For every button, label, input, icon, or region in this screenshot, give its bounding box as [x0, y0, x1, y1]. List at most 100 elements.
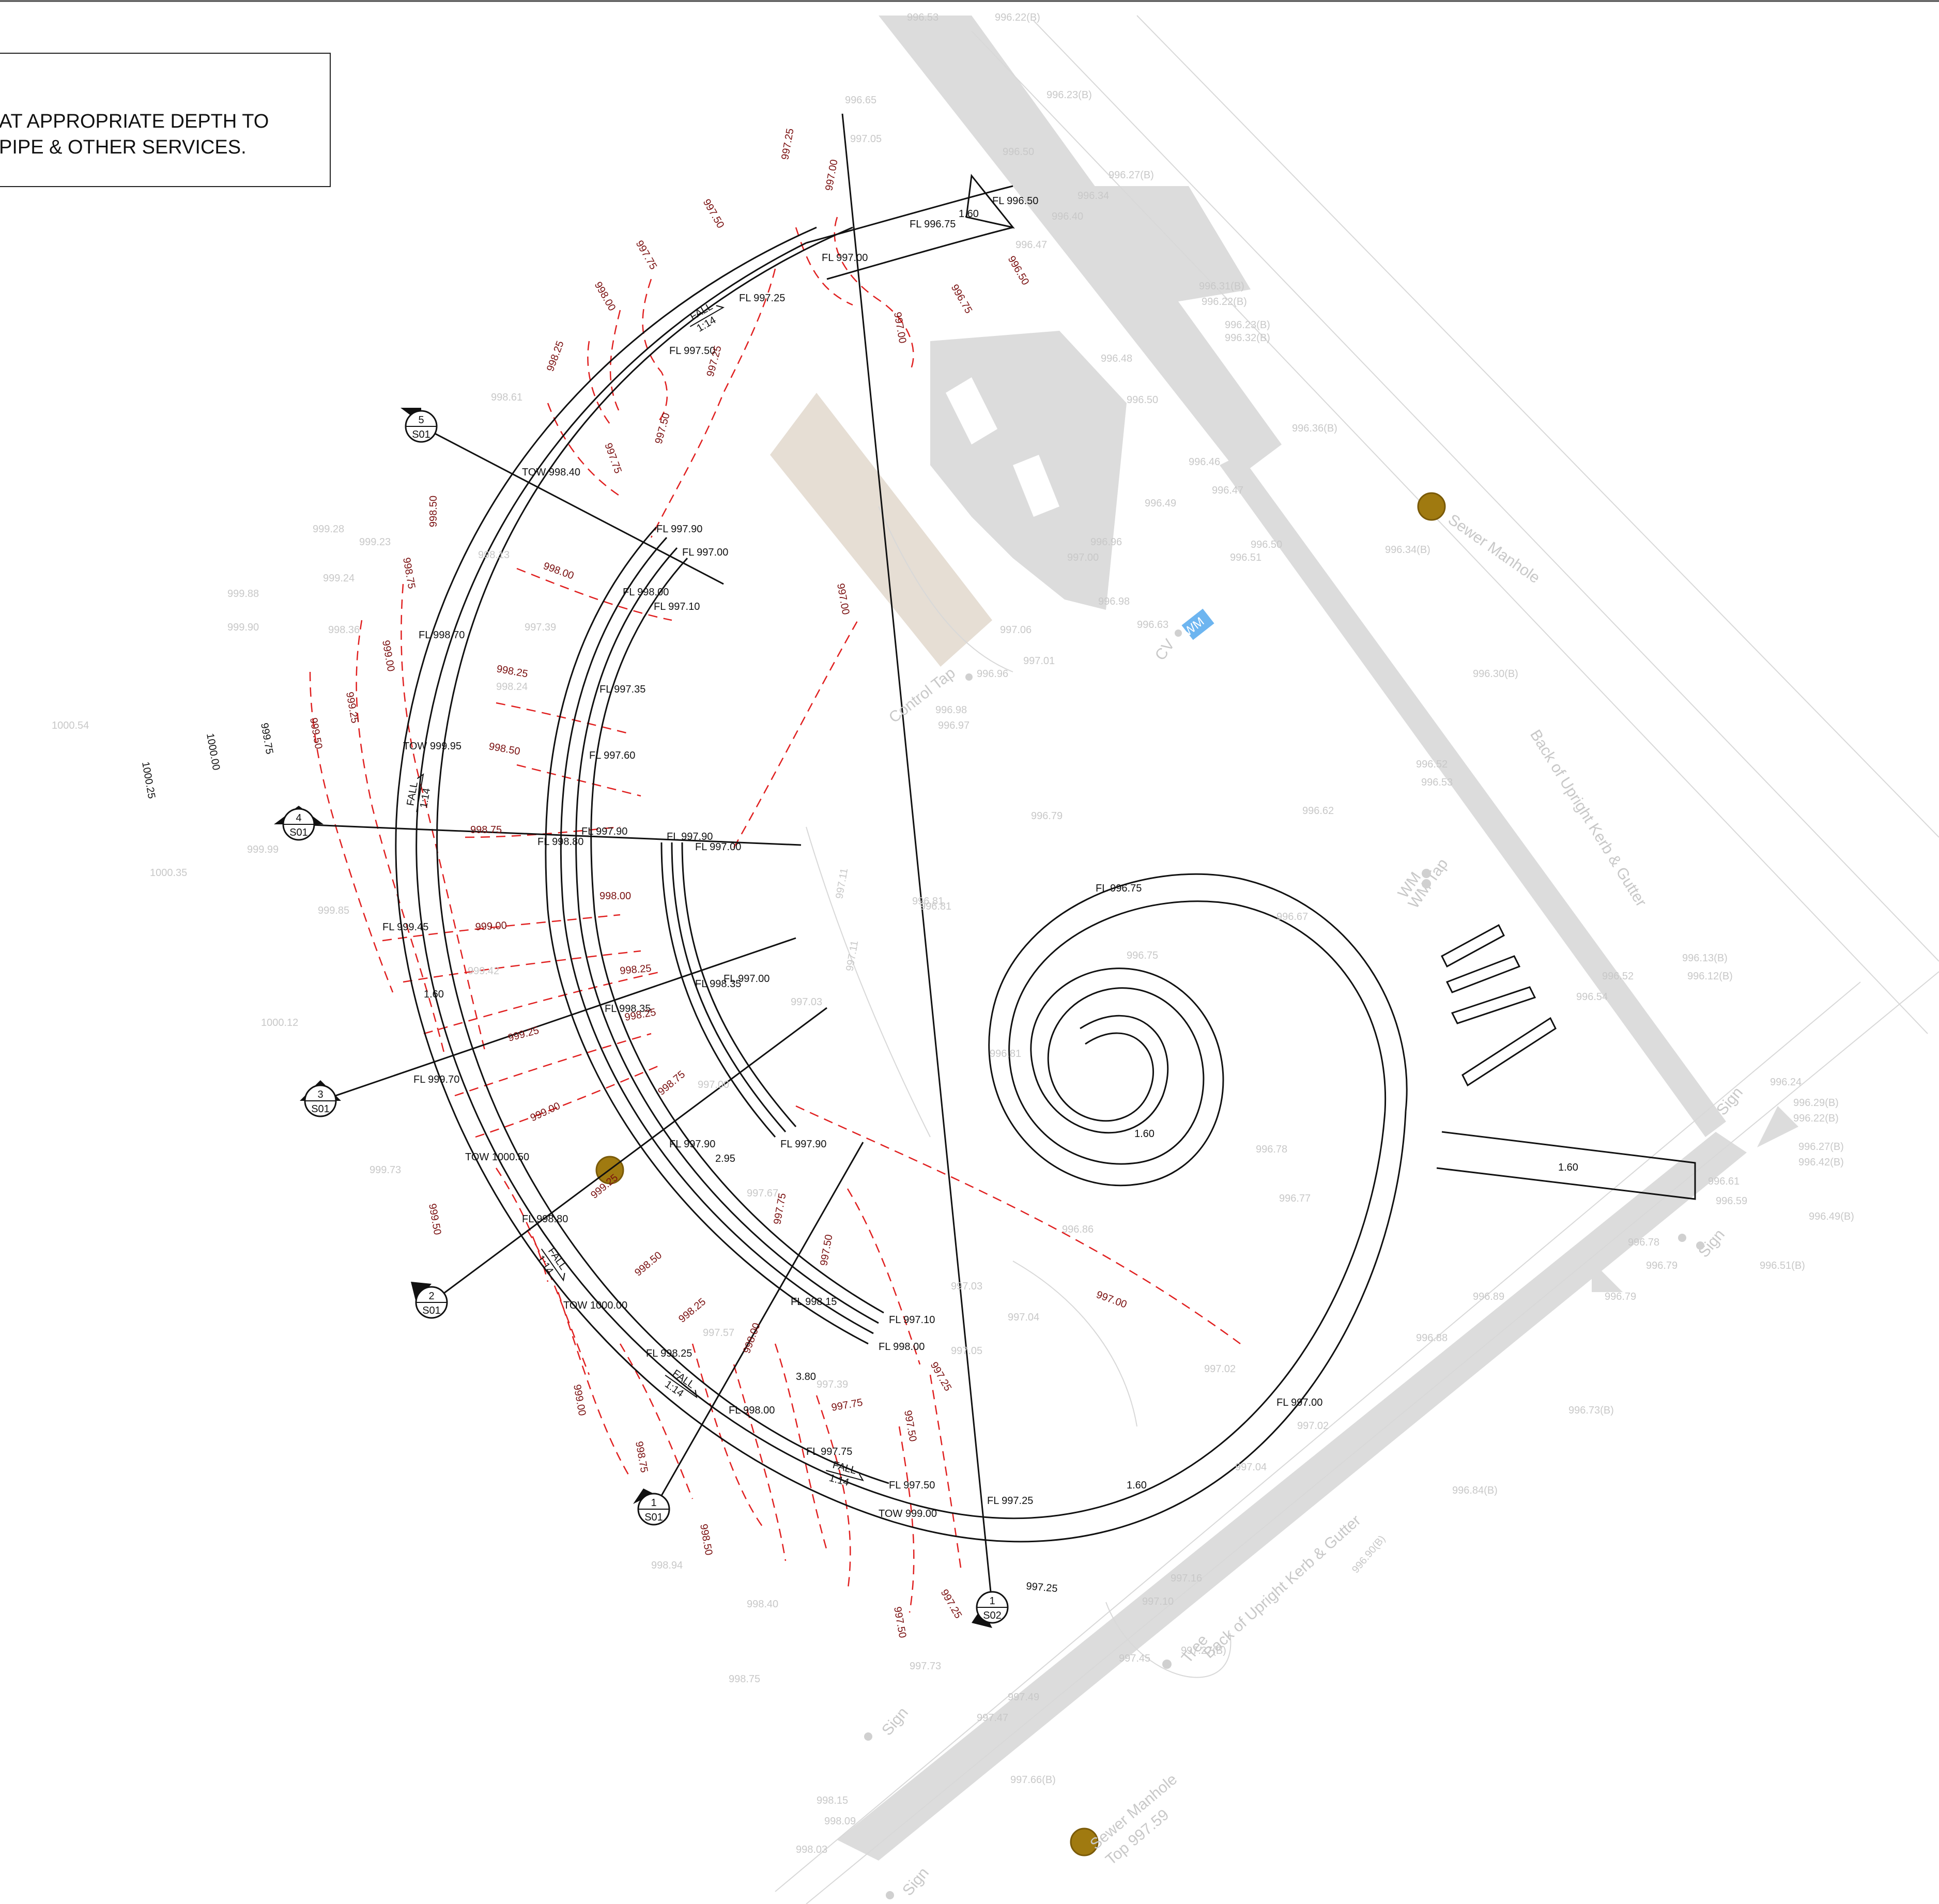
svg-text:FL 997.25: FL 997.25 [987, 1495, 1033, 1507]
building-openings [946, 377, 1059, 517]
svg-text:997.06: 997.06 [1000, 624, 1032, 636]
section-marker-5: 5 S01 [401, 408, 438, 443]
svg-text:999.28: 999.28 [313, 524, 344, 535]
svg-text:996.89: 996.89 [1473, 1291, 1504, 1302]
svg-text:TOW 999.95: TOW 999.95 [403, 741, 461, 752]
svg-text:996.47: 996.47 [1212, 485, 1243, 496]
svg-text:997.00: 997.00 [835, 582, 851, 616]
svg-text:998.75: 998.75 [656, 1069, 687, 1098]
svg-text:998.09: 998.09 [824, 1816, 856, 1827]
existing-slab [1065, 186, 1251, 310]
svg-text:996.86: 996.86 [1062, 1224, 1094, 1235]
svg-text:996.77: 996.77 [1279, 1193, 1311, 1204]
svg-text:4: 4 [296, 812, 301, 824]
dim-label: 1.60 [424, 989, 444, 1000]
svg-text:999.00: 999.00 [475, 920, 507, 933]
svg-text:997.11: 997.11 [844, 940, 860, 972]
svg-text:996.62: 996.62 [1302, 805, 1334, 817]
svg-text:997.10: 997.10 [1142, 1596, 1174, 1607]
svg-text:997.50: 997.50 [818, 1234, 835, 1267]
svg-text:S01: S01 [422, 1305, 441, 1316]
svg-text:999.50: 999.50 [426, 1203, 443, 1236]
svg-text:998.25: 998.25 [676, 1296, 708, 1325]
svg-text:999.85: 999.85 [318, 905, 349, 916]
section-markers: 5 S01 4 S01 3 S01 2 S01 1 [274, 408, 1009, 1628]
svg-text:S01: S01 [412, 429, 430, 440]
svg-text:996.51: 996.51 [1230, 552, 1261, 563]
svg-text:999.73: 999.73 [370, 1164, 401, 1176]
svg-text:FL 997.90: FL 997.90 [669, 1139, 715, 1150]
dim-label: 1.60 [1127, 1480, 1147, 1491]
svg-text:996.40: 996.40 [1052, 211, 1083, 222]
svg-text:996.27(B): 996.27(B) [1109, 170, 1154, 181]
svg-text:997.02: 997.02 [1204, 1363, 1236, 1375]
svg-text:996.34: 996.34 [1078, 190, 1109, 202]
sewer-manhole-label: Sewer Manhole [1445, 511, 1543, 587]
svg-text:997.00: 997.00 [698, 1079, 729, 1091]
svg-text:997.50: 997.50 [653, 412, 672, 446]
svg-text:FL 998.15: FL 998.15 [791, 1296, 837, 1308]
svg-text:997.47: 997.47 [977, 1712, 1008, 1724]
svg-text:1: 1 [989, 1595, 995, 1607]
svg-text:997.67: 997.67 [747, 1188, 778, 1199]
section-line-3 [320, 937, 796, 1102]
svg-text:998.00: 998.00 [599, 890, 631, 902]
svg-text:996.50: 996.50 [1127, 394, 1158, 406]
svg-text:FL 997.00: FL 997.00 [822, 252, 868, 264]
svg-text:996.78: 996.78 [1256, 1144, 1287, 1155]
svg-text:996.52: 996.52 [1602, 971, 1634, 982]
svg-text:996.50: 996.50 [1003, 146, 1034, 158]
svg-text:FL 997.50: FL 997.50 [889, 1480, 935, 1491]
svg-text:1000.12: 1000.12 [261, 1017, 298, 1028]
svg-text:997.39: 997.39 [817, 1379, 848, 1390]
svg-text:996.23(B): 996.23(B) [1225, 319, 1270, 331]
svg-text:1000.54: 1000.54 [52, 720, 89, 731]
svg-text:FL 998.35: FL 998.35 [695, 978, 741, 990]
svg-text:FL 998.70: FL 998.70 [419, 629, 465, 641]
svg-text:998.36: 998.36 [328, 624, 360, 636]
manhole-north [1417, 492, 1446, 521]
svg-text:996.49: 996.49 [1145, 498, 1176, 509]
svg-text:1000.35: 1000.35 [150, 867, 187, 879]
svg-text:996.49(B): 996.49(B) [1809, 1211, 1854, 1222]
svg-text:996.65: 996.65 [845, 95, 876, 106]
svg-text:996.53: 996.53 [907, 12, 938, 23]
svg-text:998.13: 998.13 [478, 549, 510, 561]
svg-text:FL 998.25: FL 998.25 [646, 1348, 692, 1359]
cv-label: CV [1152, 636, 1178, 664]
svg-text:998.00: 998.00 [542, 560, 575, 582]
fall-arrow-1: FALL 1:14 [688, 301, 725, 334]
svg-text:997.00: 997.00 [1095, 1289, 1128, 1311]
svg-text:996.84(B): 996.84(B) [1452, 1485, 1498, 1496]
svg-text:FL 997.75: FL 997.75 [806, 1446, 852, 1457]
svg-text:996.46: 996.46 [1189, 456, 1220, 468]
water-meter-icon [1181, 608, 1214, 640]
svg-text:996.34(B): 996.34(B) [1385, 544, 1430, 556]
svg-text:996.23(B): 996.23(B) [1047, 89, 1092, 101]
svg-text:997.25: 997.25 [938, 1588, 964, 1621]
svg-text:997.01: 997.01 [1023, 655, 1055, 667]
svg-text:997.75: 997.75 [830, 1397, 864, 1414]
svg-text:996.50: 996.50 [1251, 539, 1282, 550]
svg-text:998.50: 998.50 [428, 496, 439, 527]
svg-text:997.50: 997.50 [902, 1409, 918, 1442]
svg-text:996.73(B): 996.73(B) [1568, 1405, 1614, 1416]
svg-text:997.00: 997.00 [891, 311, 908, 344]
svg-text:997.66(B): 997.66(B) [1010, 1774, 1056, 1786]
svg-text:3: 3 [317, 1089, 323, 1100]
svg-text:996.22(B): 996.22(B) [1793, 1113, 1839, 1124]
svg-text:997.49: 997.49 [1008, 1692, 1039, 1703]
svg-text:999.42: 999.42 [468, 965, 499, 977]
svg-text:996.12(B): 996.12(B) [1687, 971, 1733, 982]
svg-text:TOW 1000.50: TOW 1000.50 [465, 1151, 529, 1163]
svg-text:996.79: 996.79 [1031, 810, 1063, 822]
svg-text:998.00: 998.00 [741, 1322, 763, 1355]
dim-label: 1.60 [959, 208, 979, 220]
svg-text:996.48: 996.48 [1101, 353, 1132, 364]
svg-text:997.75: 997.75 [634, 239, 659, 272]
svg-text:996.75: 996.75 [949, 283, 975, 316]
section-line-4 [298, 823, 802, 846]
svg-text:996.88: 996.88 [1416, 1332, 1448, 1344]
section-marker-3: 3 S01 [300, 1080, 341, 1117]
